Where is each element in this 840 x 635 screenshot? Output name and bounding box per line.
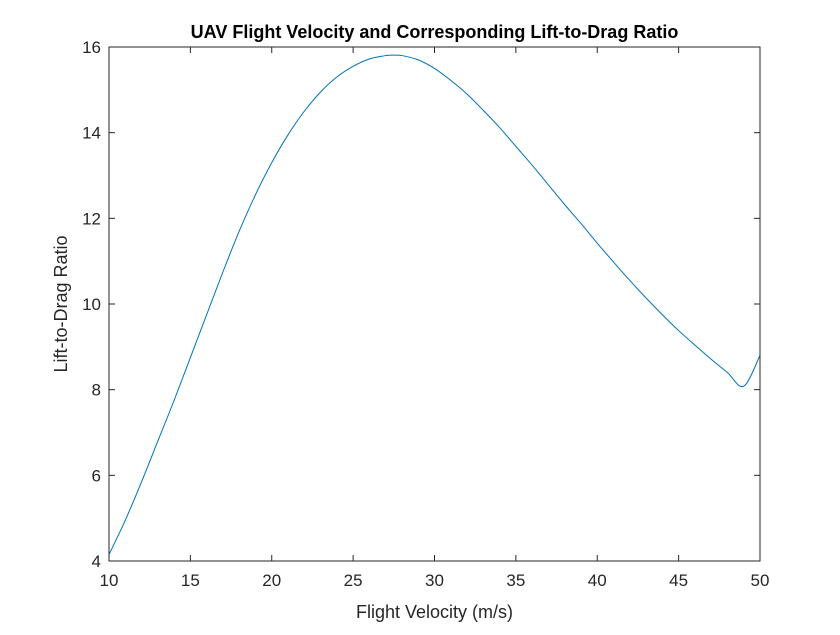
x-tick-label: 15 [181,571,200,590]
axes-box [108,46,761,562]
y-axis-label: Lift-to-Drag Ratio [51,235,71,372]
y-tick-label: 14 [82,124,101,143]
series-line-0 [108,54,761,555]
y-tick-label: 6 [92,466,101,485]
plot-area [109,47,760,561]
x-tick-label: 45 [669,571,688,590]
x-tick-label: 30 [425,571,444,590]
y-tick-label: 16 [82,38,101,57]
y-tick-label: 12 [82,209,101,228]
x-tick-label: 25 [344,571,363,590]
series-layer [108,54,761,555]
y-tick-label: 8 [92,381,101,400]
x-tick-label: 10 [100,571,119,590]
x-tick-label: 20 [262,571,281,590]
x-tick-label: 40 [588,571,607,590]
x-tick-label: 35 [506,571,525,590]
y-tick-label: 4 [92,552,101,571]
chart-title: UAV Flight Velocity and Corresponding Li… [191,22,679,42]
y-tick-label: 10 [82,295,101,314]
x-tick-label: 50 [751,571,770,590]
tick-layer: 10 15 20 25 30 35 40 45 50 4 6 8 10 12 14 16 [82,38,769,590]
x-axis-label: Flight Velocity (m/s) [356,602,513,622]
